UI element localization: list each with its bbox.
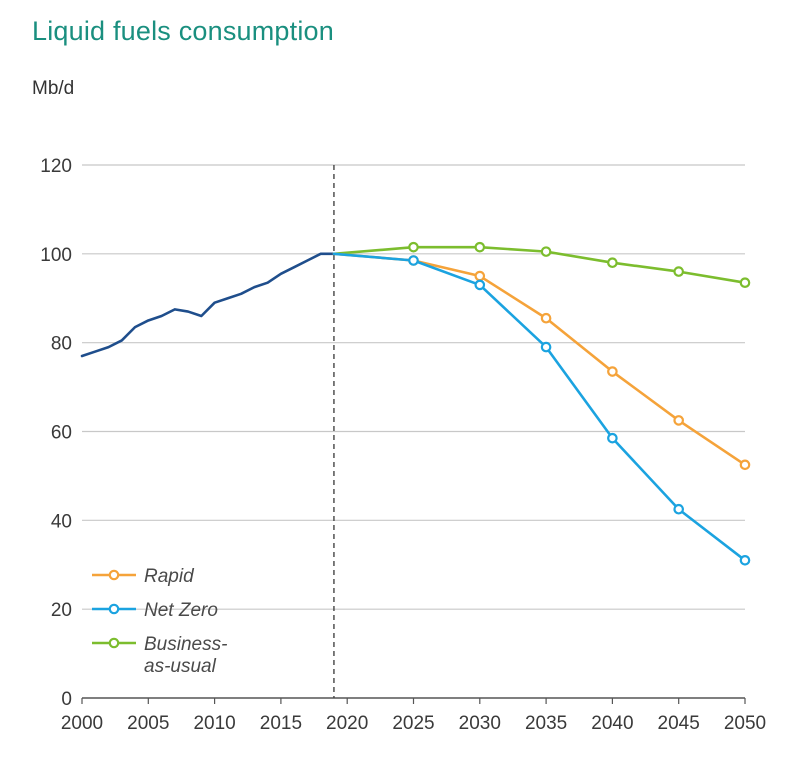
legend-item-net-zero: Net Zero xyxy=(92,600,218,621)
y-axis-unit: Mb/d xyxy=(32,78,75,99)
series-point-business-as-usual-2045 xyxy=(673,266,684,277)
legend-item-rapid: Rapid xyxy=(92,566,195,587)
y-tick-label-0: 0 xyxy=(61,689,72,710)
series-point-business-as-usual-2025 xyxy=(408,241,419,253)
series-point-rapid-2035 xyxy=(540,312,552,324)
y-tick-label-20: 20 xyxy=(51,600,72,621)
x-tick-label-2015: 2015 xyxy=(260,713,302,734)
x-tick-label-2005: 2005 xyxy=(127,713,169,734)
x-tick-label-2000: 2000 xyxy=(61,713,103,734)
series-line-net-zero xyxy=(332,252,747,562)
legend-item-business-as-usual: Business-as-usual xyxy=(92,634,227,677)
series-point-business-as-usual-2050 xyxy=(739,277,751,289)
x-tick-label-2035: 2035 xyxy=(525,713,567,734)
x-tick-label-2020: 2020 xyxy=(326,713,368,734)
legend-label: Rapid xyxy=(144,566,195,587)
legend-swatch-marker xyxy=(108,637,120,649)
y-tick-label-40: 40 xyxy=(51,511,72,532)
series-point-rapid-2040 xyxy=(607,366,618,377)
legend-swatch-marker xyxy=(108,603,120,615)
series-point-net-zero-2040 xyxy=(607,432,618,444)
chart-title: Liquid fuels consumption xyxy=(32,16,334,46)
legend-swatch-marker xyxy=(108,569,120,581)
x-tick-label-2050: 2050 xyxy=(724,713,766,734)
series-line-business-as-usual xyxy=(332,245,747,285)
series-point-rapid-2050 xyxy=(739,459,751,471)
series-point-net-zero-2035 xyxy=(540,341,552,353)
legend-label: Business- xyxy=(144,634,227,655)
series-point-business-as-usual-2035 xyxy=(540,246,552,257)
history-line xyxy=(80,252,336,358)
series-point-business-as-usual-2030 xyxy=(474,241,486,253)
series-point-rapid-2030 xyxy=(474,270,486,282)
y-tick-label-100: 100 xyxy=(40,245,72,266)
series-point-rapid-2045 xyxy=(673,415,684,426)
series-point-net-zero-2045 xyxy=(673,503,684,515)
series-point-business-as-usual-2040 xyxy=(607,257,618,269)
x-tick-label-2040: 2040 xyxy=(591,713,633,734)
x-tick-label-2030: 2030 xyxy=(459,713,501,734)
y-tick-label-80: 80 xyxy=(51,334,72,355)
series-line-rapid xyxy=(332,252,747,467)
series-point-net-zero-2025 xyxy=(408,255,419,266)
y-tick-label-120: 120 xyxy=(40,156,72,177)
x-tick-label-2010: 2010 xyxy=(193,713,235,734)
x-tick-label-2045: 2045 xyxy=(658,713,700,734)
y-tick-label-60: 60 xyxy=(51,423,72,444)
legend-label: Net Zero xyxy=(144,600,218,621)
series-point-net-zero-2050 xyxy=(739,555,751,566)
x-tick-label-2025: 2025 xyxy=(392,713,434,734)
legend-label: as-usual xyxy=(144,656,217,677)
series-point-net-zero-2030 xyxy=(474,279,486,291)
